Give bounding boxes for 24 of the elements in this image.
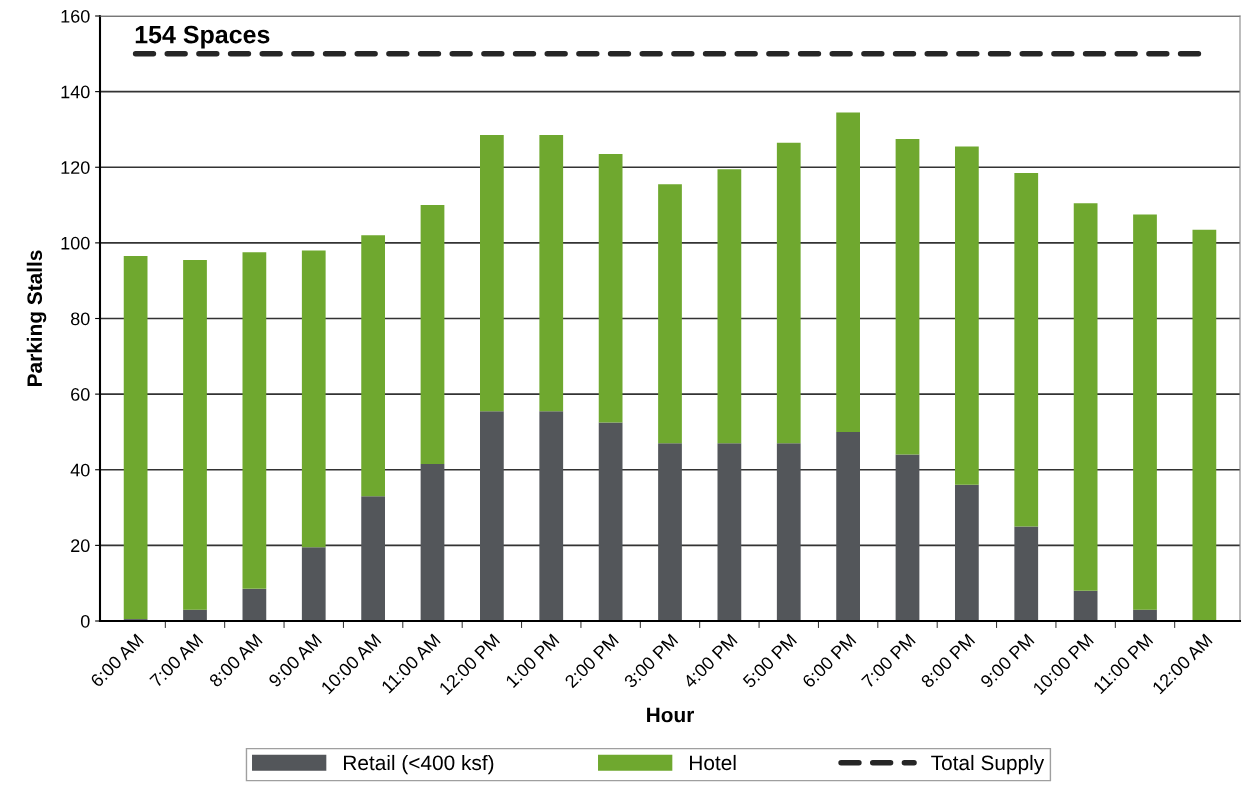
x-tick-label: 6:00 PM [801, 633, 857, 689]
y-tick-label: 100 [61, 236, 90, 250]
x-tick-label: 9:00 PM [979, 633, 1035, 689]
annotation: 154 Spaces [135, 25, 270, 49]
y-tick-label: 40 [70, 463, 90, 477]
y-tick-label: 140 [61, 85, 90, 99]
y-tick-label: 160 [61, 9, 90, 23]
x-tick-label: 4:00 PM [682, 633, 738, 689]
x-tick-label: 3:00 PM [623, 633, 679, 689]
y-tick-label: 0 [80, 614, 90, 628]
legend-label: Retail (<400 ksf) [344, 754, 494, 775]
x-tick-label: 6:00 AM [89, 633, 144, 688]
x-tick-label: 7:00 AM [149, 633, 204, 688]
legend-label: Hotel [690, 754, 736, 771]
x-axis-title: Hour [647, 707, 694, 723]
y-axis-title: Parking Stalls [26, 250, 47, 386]
legend-label: Total Supply [931, 754, 1045, 775]
y-tick-label: 120 [61, 161, 90, 174]
x-tick-label: 8:00 PM [920, 633, 976, 689]
y-tick-label: 20 [71, 539, 90, 553]
y-tick-label: 60 [71, 388, 90, 401]
x-tick-label: 5:00 PM [742, 633, 798, 689]
x-tick-label: 7:00 PM [860, 633, 916, 689]
y-tick-label: 80 [70, 312, 90, 326]
